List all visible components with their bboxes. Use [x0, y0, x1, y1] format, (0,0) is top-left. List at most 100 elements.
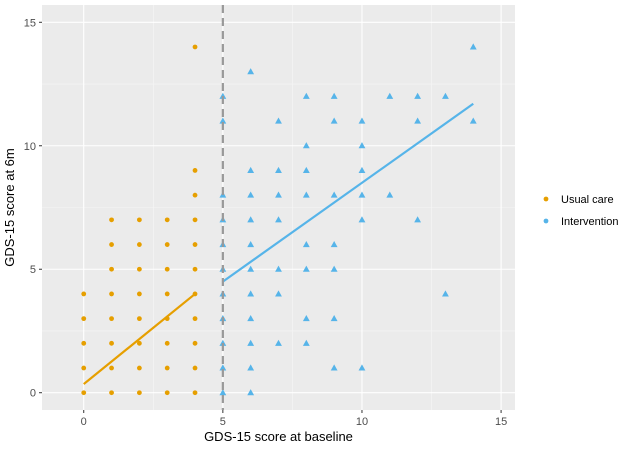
point-usual-care — [109, 365, 114, 371]
point-intervention — [358, 191, 366, 198]
point-usual-care — [164, 291, 170, 297]
point-usual-care — [192, 390, 198, 396]
point-intervention — [330, 191, 338, 198]
point-usual-care — [192, 340, 198, 346]
x-tick-label: 5 — [220, 416, 226, 428]
point-usual-care — [164, 390, 170, 396]
point-intervention — [442, 290, 449, 297]
point-intervention — [219, 339, 227, 346]
x-tick-label: 15 — [495, 416, 507, 428]
point-intervention — [247, 315, 255, 322]
point-intervention — [219, 389, 227, 396]
point-usual-care — [81, 340, 87, 346]
point-intervention — [302, 315, 310, 322]
point-usual-care — [192, 44, 198, 50]
point-intervention — [219, 92, 227, 99]
point-intervention — [358, 166, 366, 173]
point-intervention — [358, 216, 366, 223]
point-intervention — [330, 92, 338, 99]
point-usual-care — [81, 390, 87, 396]
point-usual-care — [136, 217, 142, 223]
point-intervention — [247, 166, 255, 173]
point-intervention — [247, 216, 255, 223]
point-intervention — [330, 240, 338, 248]
legend-marker-usual-care — [543, 196, 549, 202]
point-intervention — [275, 191, 282, 198]
point-intervention — [275, 339, 282, 346]
point-usual-care — [136, 266, 142, 272]
point-usual-care — [109, 217, 114, 223]
point-usual-care — [109, 291, 114, 297]
point-usual-care — [192, 365, 198, 371]
point-intervention — [386, 92, 394, 99]
point-usual-care — [192, 192, 198, 198]
y-tick-label: 5 — [30, 264, 36, 276]
point-intervention — [275, 216, 282, 223]
point-intervention — [302, 166, 310, 173]
point-usual-care — [136, 390, 142, 396]
point-usual-care — [164, 242, 170, 247]
point-intervention — [219, 117, 227, 124]
point-usual-care — [109, 242, 114, 247]
point-intervention — [247, 265, 255, 272]
fit-line-usual-care — [83, 293, 196, 385]
point-intervention — [302, 142, 310, 149]
point-intervention — [358, 142, 366, 149]
fit-line-intervention — [222, 102, 474, 283]
point-intervention — [302, 92, 310, 99]
point-intervention — [275, 166, 282, 173]
point-intervention — [275, 117, 282, 124]
point-intervention — [414, 92, 422, 99]
point-usual-care — [136, 316, 142, 322]
x-axis-title: GDS-15 score at baseline — [204, 429, 353, 444]
point-usual-care — [192, 217, 198, 223]
point-usual-care — [192, 242, 198, 247]
point-intervention — [330, 315, 338, 322]
point-usual-care — [164, 217, 170, 223]
y-axis-title: GDS-15 score at 6m — [2, 148, 17, 267]
y-tick-label: 0 — [30, 388, 36, 400]
x-tick-label: 0 — [81, 416, 87, 428]
point-usual-care — [81, 365, 87, 371]
point-usual-care — [164, 365, 170, 371]
point-intervention — [414, 117, 422, 124]
point-usual-care — [136, 365, 142, 371]
point-intervention — [442, 92, 449, 99]
regression-lines — [83, 102, 474, 385]
point-intervention — [302, 339, 310, 346]
data-marks — [81, 43, 477, 396]
point-intervention — [275, 290, 282, 297]
point-usual-care — [109, 316, 114, 322]
point-intervention — [247, 290, 255, 297]
point-intervention — [358, 117, 366, 124]
point-usual-care — [109, 390, 114, 396]
legend-marker-intervention — [543, 218, 549, 224]
point-intervention — [302, 265, 310, 272]
point-intervention — [330, 117, 338, 124]
point-usual-care — [164, 266, 170, 272]
legend-label-usual-care: Usual care — [561, 194, 614, 206]
minor-gridlines — [42, 5, 515, 410]
point-intervention — [330, 265, 338, 272]
point-intervention — [219, 364, 227, 371]
point-intervention — [302, 240, 310, 248]
point-intervention — [386, 191, 394, 198]
point-usual-care — [81, 291, 87, 297]
point-intervention — [247, 68, 255, 75]
y-tick-label: 15 — [24, 17, 36, 29]
point-usual-care — [192, 316, 198, 322]
point-intervention — [469, 117, 477, 124]
x-tick-label: 10 — [356, 416, 368, 428]
point-usual-care — [136, 242, 142, 247]
legend-label-intervention: Intervention — [561, 216, 618, 228]
point-intervention — [247, 240, 255, 248]
point-intervention — [247, 339, 255, 346]
point-intervention — [247, 191, 255, 198]
point-usual-care — [136, 291, 142, 297]
point-intervention — [302, 191, 310, 198]
point-usual-care — [109, 340, 114, 346]
y-tick-label: 10 — [24, 141, 36, 153]
point-intervention — [247, 364, 255, 371]
point-usual-care — [164, 340, 170, 346]
